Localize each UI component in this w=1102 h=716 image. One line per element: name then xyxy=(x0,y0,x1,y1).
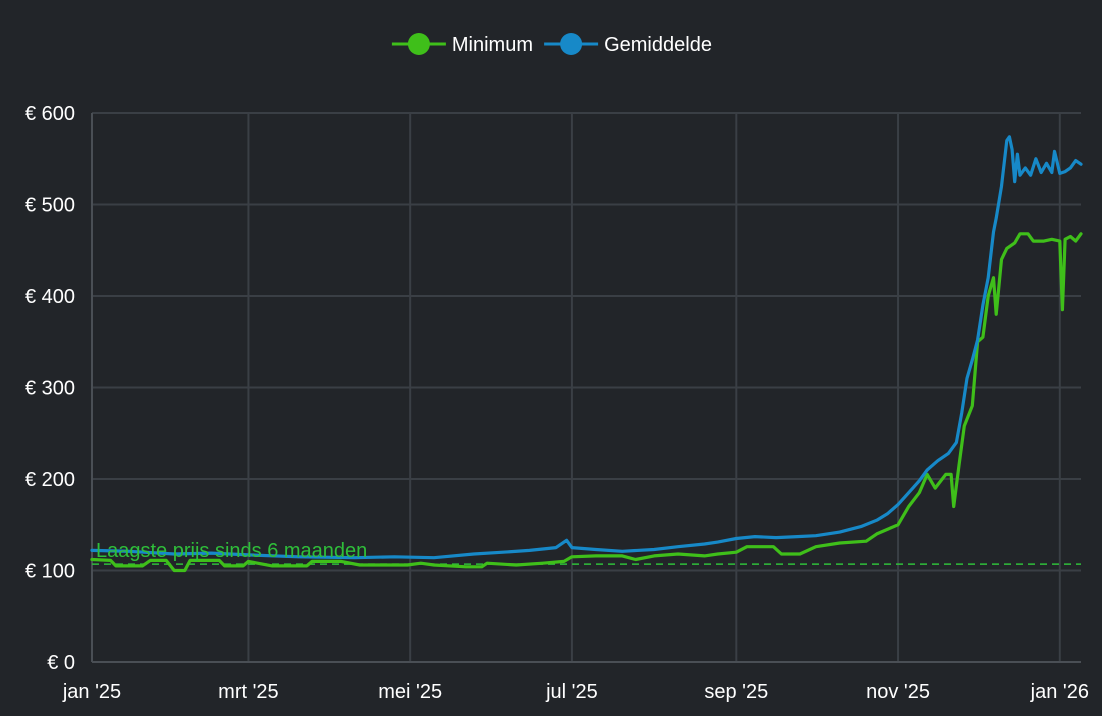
series-line-gemiddelde xyxy=(90,135,1083,560)
legend-label-minimum: Minimum xyxy=(452,34,533,56)
y-tick-label: € 200 xyxy=(25,469,75,491)
legend-marker-gemiddelde xyxy=(560,33,583,55)
y-tick-label: € 100 xyxy=(25,561,75,583)
x-tick-label: nov '25 xyxy=(866,681,930,703)
x-tick-label: mei '25 xyxy=(378,681,442,703)
y-tick-label: € 600 xyxy=(25,103,75,125)
x-tick-label: jul '25 xyxy=(545,681,598,703)
y-tick-label: € 0 xyxy=(47,652,75,674)
x-tick-label: mrt '25 xyxy=(218,681,279,703)
legend-marker-minimum xyxy=(407,33,430,55)
y-tick-label: € 300 xyxy=(25,378,75,400)
y-tick-label: € 400 xyxy=(25,286,75,308)
legend-label-gemiddelde: Gemiddelde xyxy=(604,34,712,56)
x-tick-label: jan '25 xyxy=(62,681,121,703)
series-line-minimum xyxy=(90,232,1083,573)
reference-line-label: Laagste prijs sinds 6 maanden xyxy=(96,540,367,562)
x-tick-label: sep '25 xyxy=(704,681,768,703)
y-tick-label: € 500 xyxy=(25,195,75,217)
x-tick-label: jan '26 xyxy=(1030,681,1089,703)
